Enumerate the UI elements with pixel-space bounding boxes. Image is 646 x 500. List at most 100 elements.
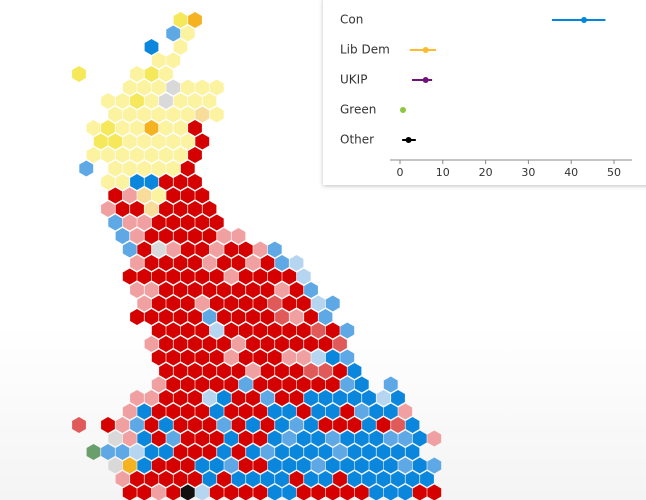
constituency-hex bbox=[166, 268, 181, 285]
constituency-hex bbox=[166, 133, 181, 150]
constituency-hex bbox=[180, 241, 195, 258]
constituency-hex bbox=[188, 417, 202, 433]
constituency-hex bbox=[122, 79, 137, 96]
constituency-hex bbox=[180, 214, 195, 231]
constituency-hex bbox=[318, 390, 333, 406]
constituency-hex bbox=[195, 187, 210, 204]
constituency-hex bbox=[130, 255, 144, 271]
constituency-hex bbox=[217, 471, 231, 487]
constituency-hex bbox=[304, 363, 318, 379]
constituency-hex bbox=[231, 309, 246, 325]
constituency-hex bbox=[311, 376, 326, 393]
constituency-hex bbox=[412, 457, 427, 474]
constituency-hex bbox=[151, 133, 166, 150]
constituency-hex bbox=[130, 309, 144, 325]
constituency-hex bbox=[188, 174, 202, 190]
constituency-hex bbox=[253, 457, 268, 474]
constituency-hex bbox=[311, 484, 326, 500]
constituency-hex bbox=[144, 39, 159, 55]
constituency-hex bbox=[246, 309, 260, 325]
constituency-hex bbox=[354, 430, 369, 447]
constituency-hex bbox=[267, 268, 282, 285]
constituency-hex bbox=[144, 471, 159, 487]
constituency-hex bbox=[224, 349, 239, 366]
constituency-hex bbox=[260, 444, 275, 460]
constituency-hex bbox=[173, 444, 188, 460]
constituency-hex bbox=[137, 295, 152, 312]
constituency-hex bbox=[122, 484, 137, 500]
constituency-hex bbox=[115, 417, 130, 433]
constituency-hex bbox=[260, 336, 275, 352]
constituency-hex bbox=[202, 444, 217, 460]
constituency-hex bbox=[209, 106, 224, 123]
constituency-hex bbox=[93, 133, 108, 150]
constituency-hex bbox=[304, 336, 318, 352]
constituency-hex bbox=[289, 444, 304, 460]
constituency-hex bbox=[166, 160, 181, 177]
constituency-hex bbox=[296, 403, 311, 420]
constituency-hex bbox=[166, 25, 181, 42]
constituency-hex bbox=[115, 174, 130, 190]
constituency-hex bbox=[275, 363, 289, 379]
constituency-hex bbox=[238, 241, 253, 258]
constituency-hex bbox=[159, 228, 173, 244]
constituency-hex bbox=[318, 336, 333, 352]
constituency-hex bbox=[151, 349, 166, 366]
constituency-hex bbox=[137, 187, 152, 204]
constituency-hex bbox=[246, 282, 260, 298]
constituency-hex bbox=[231, 471, 246, 487]
constituency-hex bbox=[376, 444, 391, 460]
constituency-hex bbox=[391, 444, 405, 460]
x-tick-label: 10 bbox=[436, 166, 450, 179]
constituency-hex bbox=[195, 295, 210, 312]
constituency-hex bbox=[137, 160, 152, 177]
constituency-hex bbox=[188, 444, 202, 460]
constituency-hex bbox=[383, 376, 398, 393]
constituency-hex bbox=[202, 282, 217, 298]
constituency-hex bbox=[137, 403, 152, 420]
constituency-hex bbox=[144, 336, 159, 352]
constituency-hex bbox=[180, 457, 195, 474]
constituency-hex bbox=[325, 376, 340, 393]
constituency-hex bbox=[159, 471, 173, 487]
estimate-dot bbox=[399, 107, 406, 113]
constituency-hex bbox=[180, 133, 195, 150]
constituency-hex bbox=[296, 457, 311, 474]
constituency-hex bbox=[115, 93, 130, 109]
constituency-hex bbox=[282, 349, 297, 366]
constituency-hex bbox=[173, 201, 188, 217]
constituency-hex bbox=[122, 187, 137, 204]
constituency-hex bbox=[166, 241, 181, 258]
constituency-hex bbox=[376, 390, 391, 406]
constituency-hex bbox=[180, 268, 195, 285]
constituency-hex bbox=[144, 201, 159, 217]
constituency-hex bbox=[333, 471, 347, 487]
x-tick-label: 40 bbox=[564, 166, 578, 179]
constituency-hex bbox=[130, 147, 144, 163]
constituency-hex bbox=[159, 444, 173, 460]
constituency-hex bbox=[340, 403, 355, 420]
constituency-hex bbox=[188, 228, 202, 244]
constituency-hex bbox=[166, 484, 181, 500]
constituency-hex bbox=[151, 322, 166, 339]
constituency-hex bbox=[137, 241, 152, 258]
constituency-hex bbox=[151, 376, 166, 393]
constituency-hex bbox=[296, 322, 311, 339]
constituency-hex bbox=[224, 430, 239, 447]
constituency-hex bbox=[318, 417, 333, 433]
constituency-hex bbox=[202, 390, 217, 406]
constituency-hex bbox=[311, 322, 326, 339]
constituency-hex bbox=[130, 93, 144, 109]
constituency-hex bbox=[195, 430, 210, 447]
constituency-hex bbox=[209, 457, 224, 474]
x-tick-label: 30 bbox=[521, 166, 535, 179]
constituency-hex bbox=[137, 133, 152, 150]
constituency-hex bbox=[137, 484, 152, 500]
constituency-hex bbox=[202, 363, 217, 379]
constituency-hex bbox=[202, 336, 217, 352]
constituency-hex bbox=[253, 376, 268, 393]
constituency-hex bbox=[231, 282, 246, 298]
constituency-hex bbox=[115, 471, 130, 487]
constituency-hex bbox=[144, 174, 159, 190]
constituency-hex bbox=[289, 390, 304, 406]
